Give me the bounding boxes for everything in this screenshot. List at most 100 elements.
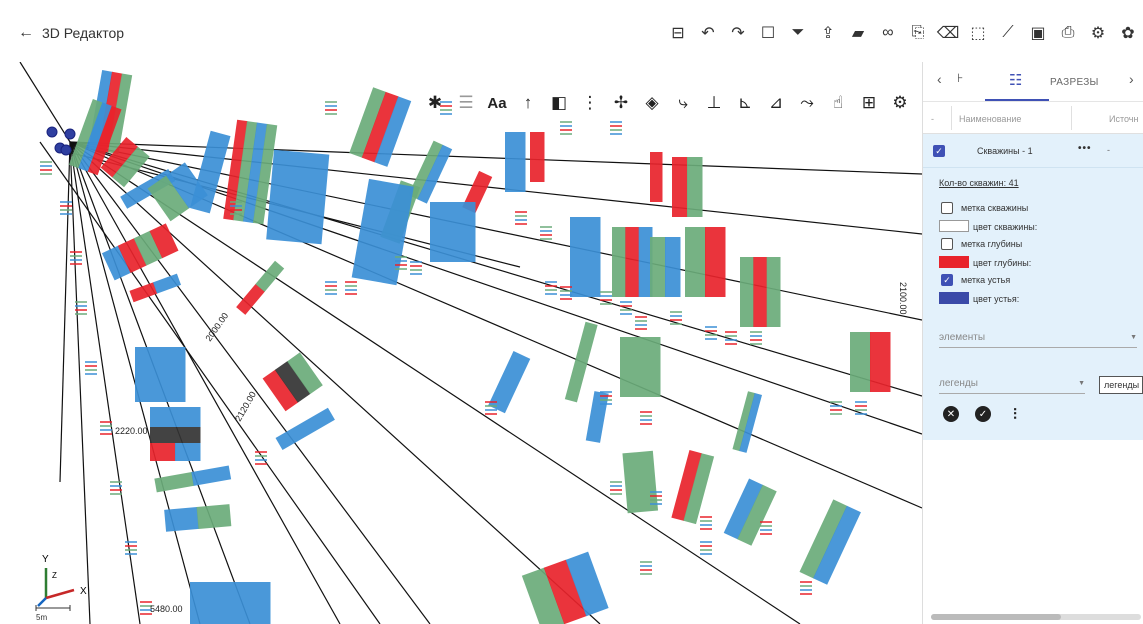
well-segment [521,551,609,624]
arrow-up-icon[interactable]: ↑ [523,93,533,112]
confirm-icon[interactable]: ✓ [975,406,991,422]
square-icon[interactable]: ☐ [760,25,776,42]
scale-bar: 5m [35,605,71,622]
filter-icon[interactable]: ⏷ [791,24,805,41]
action-buttons: ✕ ✓ ⫶ [943,405,1023,423]
list-tab-icon[interactable]: ☷ [1009,72,1023,89]
settings-outline-icon[interactable]: ⚙ [1090,25,1106,42]
horizontal-scrollbar[interactable] [931,614,1141,620]
eraser-icon[interactable]: ⌫ [936,25,960,42]
checkbox-wellhead-label[interactable]: ✓ [941,274,953,286]
image-icon[interactable]: ▣ [1030,25,1046,42]
well-tool-1-icon[interactable]: ⊥ [706,93,722,112]
well-band [107,73,133,155]
well-tab-icon[interactable]: ⊦ [957,71,964,85]
layers-icon[interactable]: ◧ [550,93,568,112]
path-icon[interactable]: ⤳ [800,93,814,112]
undo-icon[interactable]: ↶ [701,25,715,42]
grid-lines-icon[interactable]: ☰ [458,93,474,112]
well-segment [732,391,763,453]
well-band [505,132,526,192]
table-icon[interactable]: ⊟ [671,25,685,42]
scrollbar-thumb[interactable] [931,614,1061,620]
well-tool-2-icon[interactable]: ⊾ [737,93,753,112]
layer-name: Скважины - 1 [977,146,1033,156]
legends-select[interactable]: легенды ▼ [939,378,1085,394]
well-band [190,582,271,624]
layer-checkbox[interactable]: ✓ [933,145,945,157]
tune-icon[interactable]: ⫶ [1013,405,1017,423]
depth-color-swatch[interactable] [939,256,969,268]
well-band [87,105,122,176]
well-band [255,260,285,292]
well-band [361,91,399,163]
link-icon[interactable]: ∞ [882,24,894,41]
well-segment [190,582,271,624]
well-band [78,102,113,172]
redo-icon[interactable]: ↷ [731,25,745,42]
chevron-left-icon[interactable]: ‹ [937,71,942,87]
well-band [133,230,163,266]
more-icon[interactable]: ••• [1078,143,1092,154]
depth-label: 2220.00 [115,426,148,436]
wellhead-color-swatch[interactable] [939,292,969,304]
well-band [683,453,715,525]
well-color-picker[interactable]: цвет скважины: [939,220,1037,232]
option-wellhead-label[interactable]: ✓ метка устья [941,274,1010,286]
option-well-label[interactable]: метка скважины [941,202,1028,214]
asterisk-icon[interactable]: ✱ [427,93,443,112]
column-header-name[interactable]: Наименование [959,114,1022,124]
cancel-icon[interactable]: ✕ [943,406,959,422]
section-line [69,141,601,624]
legend-input[interactable]: легенды [1099,376,1143,394]
3d-viewport[interactable]: 2000.00 2120.00 2220.00 5480.00 2100.00 ✱ ☰ Aa… [0,62,922,624]
well-band [274,361,311,403]
table-header: - Наименование Источн [923,102,1143,134]
main-toolbar: ⊟ ↶ ↷ ☐ ⏷ ⇪ ▰ ∞ ⎘ ⌫ ⬚ ⟋ ▣ ⎙ ⚙ ✿ [667,22,1139,44]
well-tool-3-icon[interactable]: ⊿ [768,93,784,112]
settings-icon[interactable]: ✿ [1121,25,1135,42]
wellhead-color-picker[interactable]: цвет устья: [939,292,1019,304]
document-search-icon[interactable]: ⎙ [1061,24,1075,41]
well-band [166,162,208,209]
well-band [672,157,688,217]
settings-gears-icon[interactable]: ⚙ [892,93,908,112]
well-segment [672,157,703,217]
well-band [129,282,158,303]
well-segment [799,499,861,585]
chevron-right-icon[interactable]: › [1129,71,1134,87]
layout-icon[interactable]: ⊞ [861,93,877,112]
well-band [739,393,763,453]
well-band [68,98,103,169]
elements-select[interactable]: элементы ▼ [939,332,1137,348]
back-button[interactable]: ← 3D Редактор [18,24,124,42]
curve-icon[interactable]: ⤷ [678,93,688,112]
well-band [152,273,182,294]
ruler-icon[interactable]: ⟋ [1002,24,1014,41]
depth-color-picker[interactable]: цвет глубины: [939,256,1031,268]
checkbox-depth-label[interactable] [941,238,953,250]
more-vertical-icon[interactable]: ⋮ [581,93,599,112]
well-segment [612,227,653,297]
layer-row[interactable]: ✓ Скважины - 1 ••• - [923,134,1143,168]
well-color-swatch[interactable] [939,220,969,232]
well-band [705,227,726,297]
axis-icon[interactable]: ✢ [613,93,629,112]
well-band [650,152,663,202]
checkbox-well-label[interactable] [941,202,953,214]
text-size-icon[interactable]: Aa [487,94,507,112]
option-depth-label[interactable]: метка глубины [941,238,1022,250]
well-band [112,146,150,188]
hand-pointer-icon[interactable]: ☝ [832,93,844,112]
well-band [671,449,703,521]
diamond-icon[interactable]: ◈ [645,93,659,112]
column-header-source[interactable]: Источн [1109,114,1139,124]
file-add-icon[interactable]: ⎘ [911,24,925,41]
folder-icon[interactable]: ▰ [851,25,865,42]
select-icon[interactable]: ⬚ [970,25,986,42]
tab-sections[interactable]: РАЗРЕЗЫ [1050,77,1099,88]
well-segment [505,132,526,192]
well-band [766,257,781,327]
upload-icon[interactable]: ⇪ [821,25,835,42]
